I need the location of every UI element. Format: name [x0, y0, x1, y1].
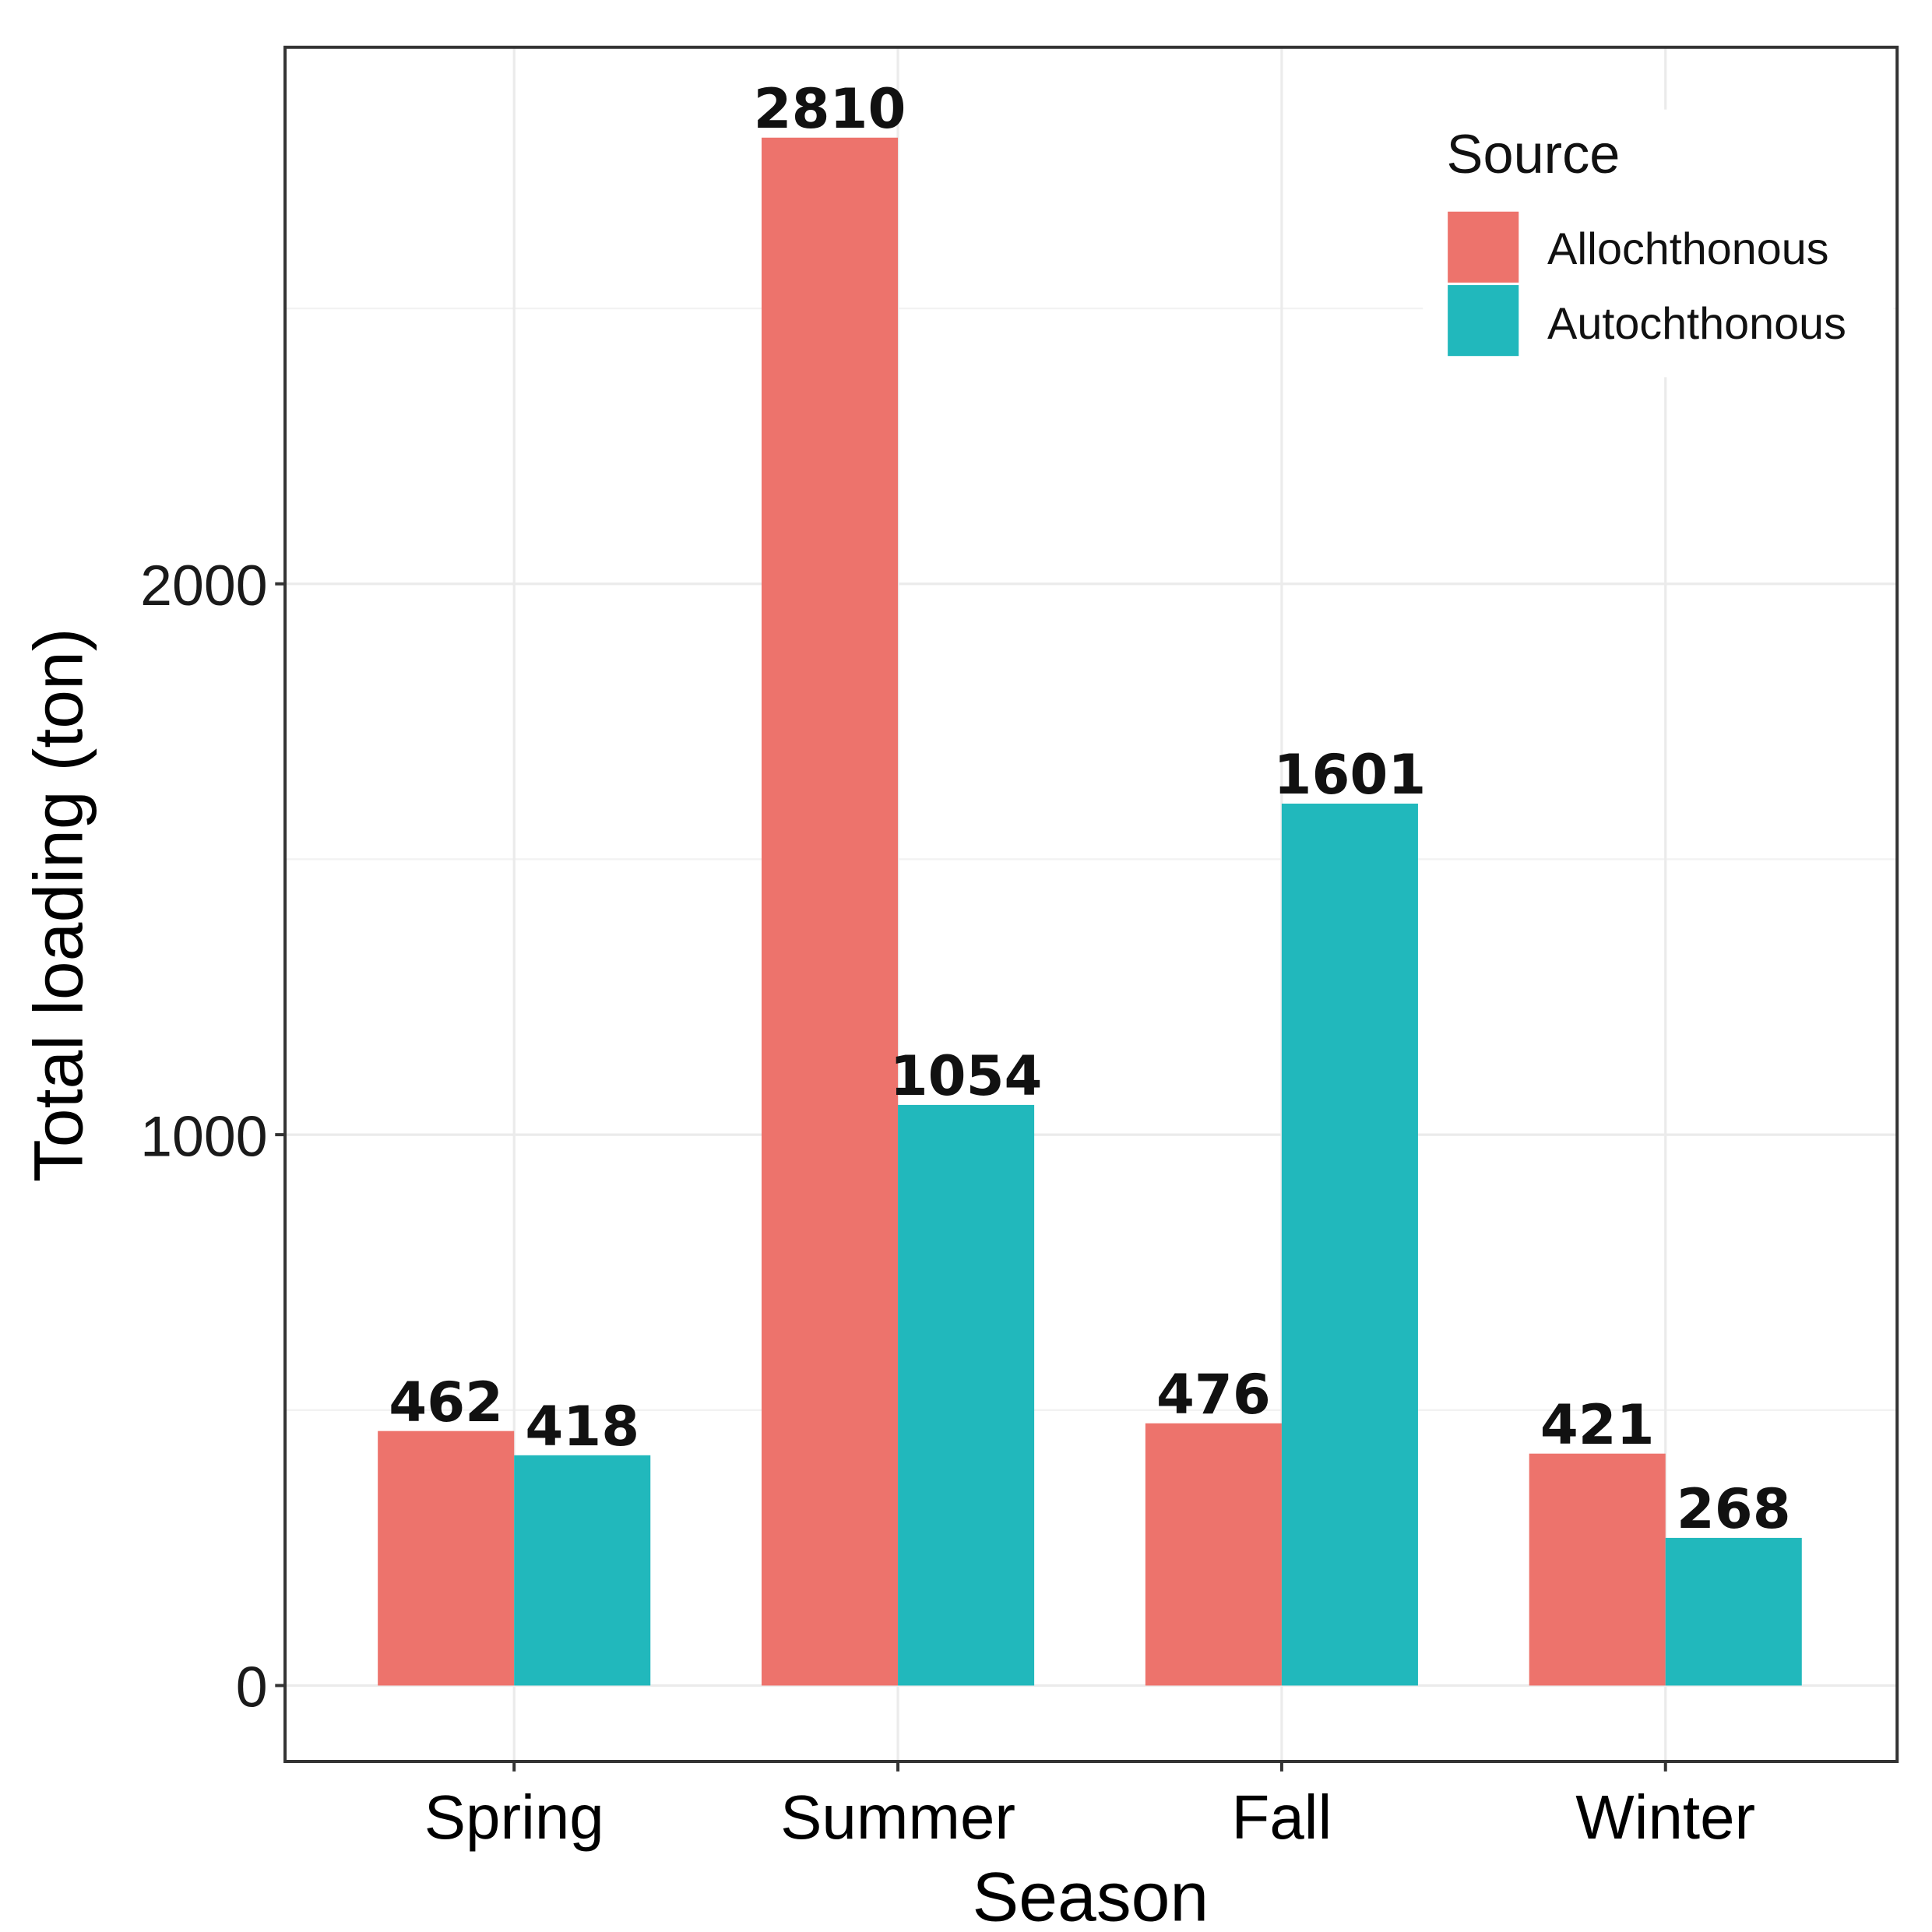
- bar-allochthonous-fall: [1145, 1423, 1282, 1686]
- bars: [378, 137, 1802, 1686]
- x-tick-label: Summer: [780, 1782, 1015, 1852]
- legend-key-autochthonous: [1448, 285, 1519, 357]
- legend-label-autochthonous: Autochthonous: [1547, 299, 1846, 349]
- bar-autochthonous-spring: [514, 1455, 651, 1686]
- bar-allochthonous-spring: [378, 1431, 515, 1686]
- y-tick-label: 1000: [140, 1103, 268, 1168]
- legend-key-allochthonous: [1448, 211, 1519, 283]
- data-label: 268: [1677, 1477, 1791, 1541]
- bar-autochthonous-winter: [1665, 1537, 1802, 1686]
- legend-label-allochthonous: Allochthonous: [1547, 224, 1828, 274]
- x-axis: Spring Summer Fall Winter: [424, 1761, 1755, 1852]
- y-axis: 0 1000 2000: [140, 553, 286, 1719]
- y-tick-label: 0: [236, 1655, 268, 1719]
- data-label: 1054: [890, 1044, 1043, 1108]
- bar-autochthonous-fall: [1281, 803, 1418, 1686]
- data-label: 418: [525, 1395, 639, 1459]
- x-tick-label: Fall: [1232, 1782, 1332, 1852]
- data-label: 2810: [754, 77, 906, 141]
- data-label: 421: [1540, 1393, 1655, 1457]
- x-tick-label: Winter: [1575, 1782, 1755, 1852]
- x-axis-title: Season: [973, 1858, 1209, 1932]
- y-axis-title: Total loading (ton): [19, 628, 97, 1182]
- y-tick-label: 2000: [140, 553, 268, 618]
- bar-autochthonous-summer: [898, 1104, 1035, 1686]
- data-label: 476: [1156, 1363, 1271, 1427]
- legend-title: Source: [1447, 123, 1621, 185]
- data-label: 462: [389, 1371, 503, 1434]
- data-label: 1601: [1274, 743, 1427, 807]
- plot-panel-border: [283, 45, 1899, 1763]
- data-labels: 462 2810 476 421 418 1054 1601 268: [389, 77, 1790, 1541]
- x-tick-label: Spring: [424, 1782, 604, 1852]
- legend: Source Allochthonous Autochthonous: [1423, 109, 1894, 378]
- bar-allochthonous-winter: [1529, 1453, 1666, 1686]
- bar-allochthonous-summer: [762, 137, 899, 1686]
